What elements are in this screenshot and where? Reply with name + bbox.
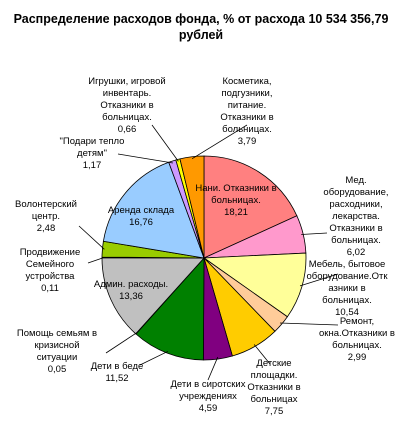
leader-line-14 <box>191 124 248 160</box>
leader-line-6 <box>139 350 169 366</box>
leader-line-5 <box>207 356 219 381</box>
slice-label-13: Игрушки, игровой инвентарь. Отказники в бол… <box>88 76 165 135</box>
slice-label-1: Мед. оборудование, расходники, лекарства. От… <box>323 175 388 258</box>
leader-line-1 <box>301 232 328 235</box>
chart-title-line-2: рублей <box>179 28 223 42</box>
pie-slice-6 <box>135 256 205 361</box>
pie-slice-2 <box>202 252 307 318</box>
leader-lines <box>78 124 339 381</box>
slice-label-4: Детские площадки. Отказники в больницах 7,75 <box>247 358 300 417</box>
pie-slice-0 <box>203 155 298 259</box>
slice-label-8: Админ. расходы. 13,36 <box>94 279 168 302</box>
slice-label-5: Дети в сиротских учреждениях 4,59 <box>170 379 245 414</box>
slice-label-11: Аренда склада 16,76 <box>108 205 175 228</box>
slice-label-7: Помощь семьям в кризисной ситуации 0,05 <box>17 328 97 375</box>
leader-line-13 <box>151 124 179 162</box>
slice-labels: Нани. Отказники в больницах. 18,21 Мед. обор… <box>15 76 395 417</box>
leader-line-12 <box>117 153 173 164</box>
leader-line-9 <box>87 257 105 264</box>
slice-label-6: Дети в беде 11,52 <box>91 361 144 384</box>
pie-slice-8 <box>101 257 205 335</box>
leader-line-10 <box>78 225 105 250</box>
slice-label-14: Косметика, подгузники, питание. Отказники в… <box>220 76 273 147</box>
slice-label-0: Нани. Отказники в больницах. 18,21 <box>195 183 276 218</box>
slice-label-10: Волонтерский центр. 2,48 <box>15 199 77 234</box>
slice-label-3: Ремонт, окна.Отказники в больницах. 2,99 <box>319 316 395 363</box>
pie-slices <box>101 155 307 361</box>
slice-label-9: Продвижение Семейного устройства 0,11 <box>20 247 81 294</box>
chart-title-line-1: Распределение расходов фонда, % от расхо… <box>14 12 389 26</box>
pie-slice-14 <box>179 155 205 259</box>
leader-line-2 <box>299 273 339 287</box>
slice-label-12: "Подари тепло детям" 1,17 <box>60 136 125 171</box>
leader-line-3 <box>279 322 339 326</box>
leader-line-4 <box>253 344 271 365</box>
pie-slice-11 <box>102 161 205 259</box>
leader-line-7 <box>105 332 138 354</box>
